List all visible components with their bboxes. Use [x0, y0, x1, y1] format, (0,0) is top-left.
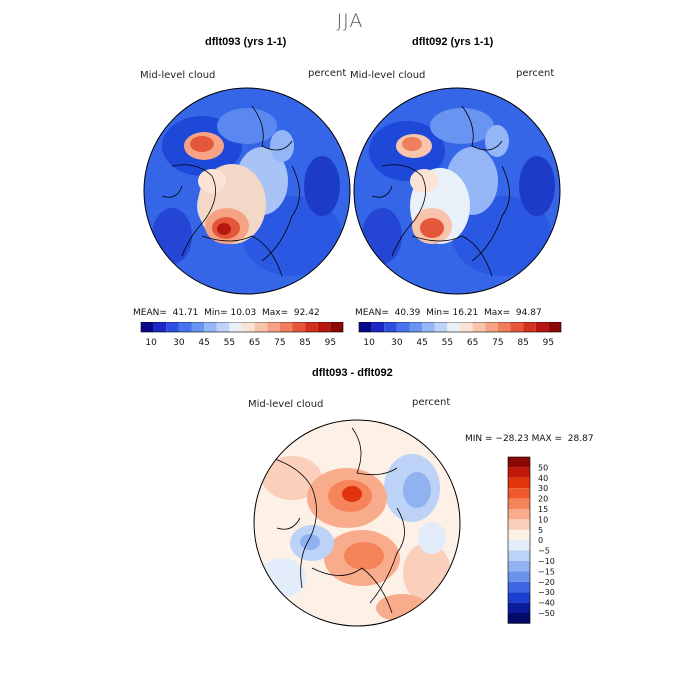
panel1-stats: MEAN= 41.71 Min= 10.03 Max= 92.42 [133, 308, 320, 318]
panel1-polar-map [143, 87, 351, 295]
panel2-colorbar: 10 30 45 55 65 75 85 95 [358, 322, 562, 348]
diff-colorbar-swatch [508, 477, 530, 489]
diff-colorbar-swatch [508, 550, 530, 561]
colorbar-swatch [460, 322, 473, 332]
diff-units-label: percent [412, 397, 451, 408]
colorbar-swatch [166, 322, 179, 332]
colorbar-swatch [204, 322, 217, 332]
colorbar-tick-label: 65 [249, 338, 260, 348]
colorbar-tick-label: 85 [299, 338, 310, 348]
diff-colorbar-tick-label: −20 [538, 578, 555, 587]
colorbar-swatch [384, 322, 397, 332]
colorbar-swatch [242, 322, 255, 332]
colorbar-tick-label: 55 [442, 338, 453, 348]
diff-variable-label: Mid-level cloud [248, 399, 324, 410]
colorbar-tick-label: 45 [416, 338, 427, 348]
colorbar-swatch [485, 322, 498, 332]
colorbar-swatch [371, 322, 385, 332]
colorbar-tick-label: 65 [467, 338, 478, 348]
diff-colorbar-swatch [508, 561, 530, 572]
panel2-polar-map [353, 87, 561, 295]
colorbar-swatch [229, 322, 242, 332]
colorbar-swatch [472, 322, 486, 332]
colorbar-tick-label: 85 [517, 338, 528, 348]
diff-title: dflt093 - dflt092 [312, 367, 393, 379]
colorbar-tick-label: 75 [274, 338, 285, 348]
diff-colorbar-tick-label: −15 [538, 567, 555, 576]
diff-colorbar-swatch [508, 529, 530, 541]
diff-colorbar-swatch [508, 540, 530, 551]
colorbar-swatch [254, 322, 268, 332]
colorbar-swatch [141, 322, 154, 332]
diff-colorbar-swatch [508, 509, 530, 520]
colorbar-swatch [422, 322, 435, 332]
colorbar-swatch [330, 322, 343, 332]
diff-colorbar-tick-label: −50 [538, 609, 555, 618]
colorbar-swatch [359, 322, 372, 332]
diff-colorbar-swatch [508, 602, 530, 613]
colorbar-swatch [409, 322, 423, 332]
diff-colorbar-swatch [508, 592, 530, 603]
panel2-stats: MEAN= 40.39 Min= 16.21 Max= 94.87 [355, 308, 542, 318]
colorbar-tick-label: 10 [363, 338, 375, 348]
colorbar-swatch [396, 322, 410, 332]
colorbar-swatch [548, 322, 561, 332]
panel1-variable-label: Mid-level cloud [140, 70, 216, 81]
diff-colorbar-swatch [508, 488, 530, 499]
panel1-title: dflt093 (yrs 1-1) [205, 36, 287, 48]
colorbar-swatch [178, 322, 192, 332]
diff-colorbar-tick-label: 5 [538, 526, 543, 535]
colorbar-swatch [153, 322, 167, 332]
diff-colorbar-tick-label: −30 [538, 588, 555, 597]
colorbar-swatch [191, 322, 205, 332]
diff-colorbar-swatch [508, 498, 530, 509]
diff-colorbar-swatch [508, 571, 530, 582]
diff-colorbar-tick-label: −10 [538, 557, 555, 566]
diff-colorbar-swatch [508, 457, 530, 468]
diff-colorbar-tick-label: 30 [538, 484, 548, 493]
diff-colorbar-tick-label: 50 [538, 463, 548, 472]
colorbar-swatch [267, 322, 280, 332]
colorbar-tick-label: 95 [325, 338, 336, 348]
diff-colorbar-tick-label: −40 [538, 599, 555, 608]
panel2-variable-label: Mid-level cloud [350, 70, 426, 81]
colorbar-tick-label: 10 [145, 338, 157, 348]
diff-colorbar-swatch [508, 581, 530, 593]
colorbar-swatch [317, 322, 331, 332]
diff-colorbar-swatch [508, 467, 530, 478]
colorbar-swatch [434, 322, 448, 332]
colorbar-tick-label: 45 [198, 338, 209, 348]
diff-colorbar-swatch [508, 519, 530, 530]
diff-colorbar-tick-label: 40 [538, 474, 548, 483]
colorbar-swatch [535, 322, 549, 332]
colorbar-swatch [447, 322, 460, 332]
colorbar-swatch [216, 322, 230, 332]
colorbar-tick-label: 30 [391, 338, 403, 348]
diff-colorbar-tick-label: 10 [538, 515, 548, 524]
colorbar-tick-label: 30 [173, 338, 185, 348]
colorbar-swatch [279, 322, 293, 332]
colorbar-swatch [497, 322, 511, 332]
diff-colorbar-tick-label: −5 [538, 547, 550, 556]
colorbar-tick-label: 95 [543, 338, 554, 348]
panel2-title: dflt092 (yrs 1-1) [412, 36, 494, 48]
diff-colorbar-swatch [508, 613, 530, 624]
diff-min-max: MIN = −28.23 MAX = 28.87 [465, 434, 594, 444]
diff-colorbar-tick-label: 20 [538, 495, 548, 504]
panel1-units-label: percent [308, 68, 347, 79]
diff-polar-map [253, 419, 461, 627]
diff-colorbar-tick-label: 15 [538, 505, 548, 514]
panel1-colorbar: 10 30 45 55 65 75 85 95 [140, 322, 344, 348]
colorbar-swatch [305, 322, 318, 332]
colorbar-swatch [510, 322, 524, 332]
season-title: JJA [336, 10, 364, 32]
colorbar-swatch [523, 322, 536, 332]
colorbar-swatch [292, 322, 306, 332]
colorbar-tick-label: 55 [224, 338, 235, 348]
colorbar-tick-label: 75 [492, 338, 503, 348]
panel2-units-label: percent [516, 68, 555, 79]
diff-colorbar-tick-label: 0 [538, 536, 543, 545]
